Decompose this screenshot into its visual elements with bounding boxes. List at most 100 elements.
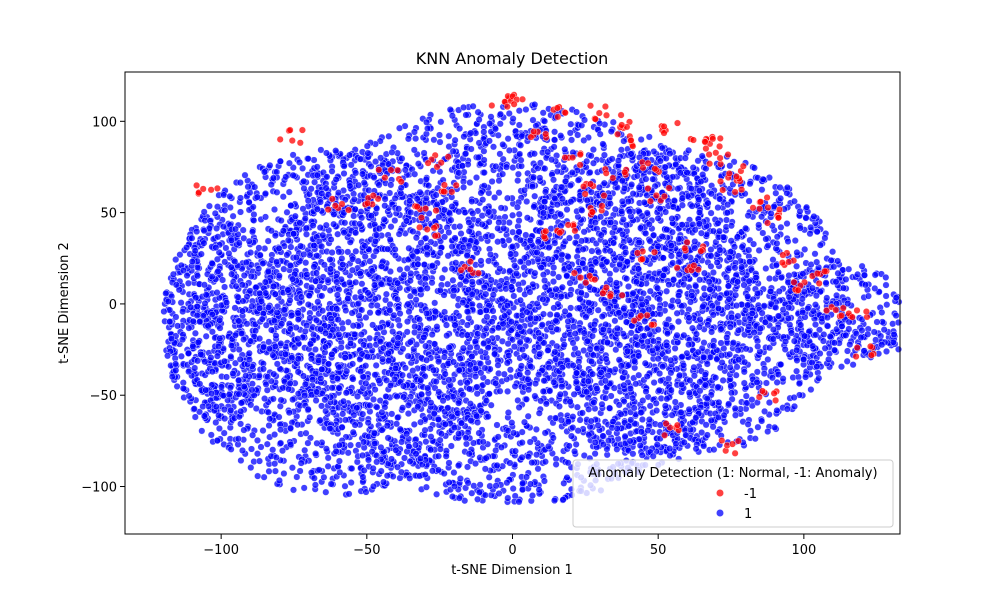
normal-point bbox=[435, 213, 443, 221]
normal-point bbox=[376, 324, 384, 332]
normal-point bbox=[279, 227, 287, 235]
normal-point bbox=[185, 324, 193, 332]
normal-point bbox=[335, 331, 343, 339]
normal-point bbox=[375, 377, 383, 385]
normal-point bbox=[397, 184, 405, 192]
normal-point bbox=[436, 286, 444, 294]
normal-point bbox=[294, 368, 302, 376]
normal-point bbox=[425, 182, 433, 190]
normal-point bbox=[490, 143, 498, 151]
normal-point bbox=[292, 324, 300, 332]
normal-point bbox=[609, 118, 617, 126]
normal-point bbox=[403, 328, 411, 336]
normal-point bbox=[253, 193, 261, 201]
normal-point bbox=[463, 331, 471, 339]
normal-point bbox=[311, 178, 319, 186]
normal-point bbox=[529, 492, 537, 500]
normal-point bbox=[236, 208, 244, 216]
normal-point bbox=[392, 446, 400, 454]
normal-point bbox=[344, 295, 352, 303]
normal-point bbox=[551, 497, 559, 505]
normal-point bbox=[358, 330, 366, 338]
normal-point bbox=[300, 484, 308, 492]
normal-point bbox=[494, 131, 502, 139]
normal-point bbox=[524, 412, 532, 420]
normal-point bbox=[494, 433, 502, 441]
normal-point bbox=[499, 140, 507, 148]
normal-point bbox=[377, 280, 385, 288]
normal-point bbox=[422, 175, 430, 183]
normal-point bbox=[417, 455, 425, 463]
normal-point bbox=[301, 327, 309, 335]
normal-point bbox=[367, 212, 375, 220]
normal-point bbox=[445, 132, 453, 140]
normal-point bbox=[606, 404, 614, 412]
normal-point bbox=[468, 278, 476, 286]
normal-point bbox=[468, 197, 476, 205]
normal-point bbox=[475, 278, 483, 286]
normal-point bbox=[315, 466, 323, 474]
normal-point bbox=[500, 370, 508, 378]
normal-point bbox=[391, 194, 399, 202]
normal-point bbox=[349, 428, 357, 436]
normal-point bbox=[294, 309, 302, 317]
normal-point bbox=[385, 349, 393, 357]
normal-point bbox=[366, 401, 374, 409]
normal-point bbox=[305, 292, 313, 300]
normal-point bbox=[505, 351, 513, 359]
normal-point bbox=[363, 142, 371, 150]
normal-point bbox=[213, 203, 221, 211]
normal-point bbox=[341, 482, 349, 490]
normal-point bbox=[384, 245, 392, 253]
normal-point bbox=[269, 446, 277, 454]
normal-point bbox=[379, 355, 387, 363]
normal-point bbox=[375, 181, 383, 189]
normal-point bbox=[448, 265, 456, 273]
normal-point bbox=[333, 291, 341, 299]
normal-point bbox=[288, 464, 296, 472]
normal-point bbox=[378, 426, 386, 434]
normal-point bbox=[474, 153, 482, 161]
normal-point bbox=[323, 149, 331, 157]
normal-point bbox=[373, 231, 381, 239]
normal-point bbox=[468, 290, 476, 298]
normal-point bbox=[417, 376, 425, 384]
normal-point bbox=[371, 386, 379, 394]
normal-point bbox=[240, 426, 248, 434]
normal-point bbox=[342, 307, 350, 315]
normal-point bbox=[350, 212, 358, 220]
normal-point bbox=[829, 248, 837, 256]
normal-point bbox=[304, 301, 312, 309]
normal-point bbox=[386, 268, 394, 276]
normal-point bbox=[364, 149, 372, 157]
normal-point bbox=[227, 406, 235, 414]
normal-point bbox=[336, 468, 344, 476]
normal-point bbox=[511, 382, 519, 390]
normal-point bbox=[262, 213, 270, 221]
normal-point bbox=[406, 457, 414, 465]
normal-point bbox=[378, 262, 386, 270]
normal-point bbox=[422, 194, 430, 202]
normal-point bbox=[395, 230, 403, 238]
normal-point bbox=[488, 232, 496, 240]
normal-point bbox=[437, 118, 445, 126]
normal-point bbox=[566, 129, 574, 137]
normal-point bbox=[334, 230, 342, 238]
normal-point bbox=[371, 429, 379, 437]
normal-point bbox=[609, 418, 617, 426]
normal-point bbox=[493, 421, 501, 429]
normal-point bbox=[444, 404, 452, 412]
normal-point bbox=[450, 424, 458, 432]
normal-point bbox=[353, 404, 361, 412]
normal-point bbox=[492, 446, 500, 454]
normal-point bbox=[387, 181, 395, 189]
normal-point bbox=[394, 414, 402, 422]
normal-point bbox=[359, 170, 367, 178]
normal-point bbox=[313, 388, 321, 396]
normal-point bbox=[491, 350, 499, 358]
normal-point bbox=[265, 422, 273, 430]
normal-point bbox=[583, 157, 591, 165]
normal-point bbox=[383, 472, 391, 480]
normal-point bbox=[504, 135, 512, 143]
normal-point bbox=[221, 206, 229, 214]
